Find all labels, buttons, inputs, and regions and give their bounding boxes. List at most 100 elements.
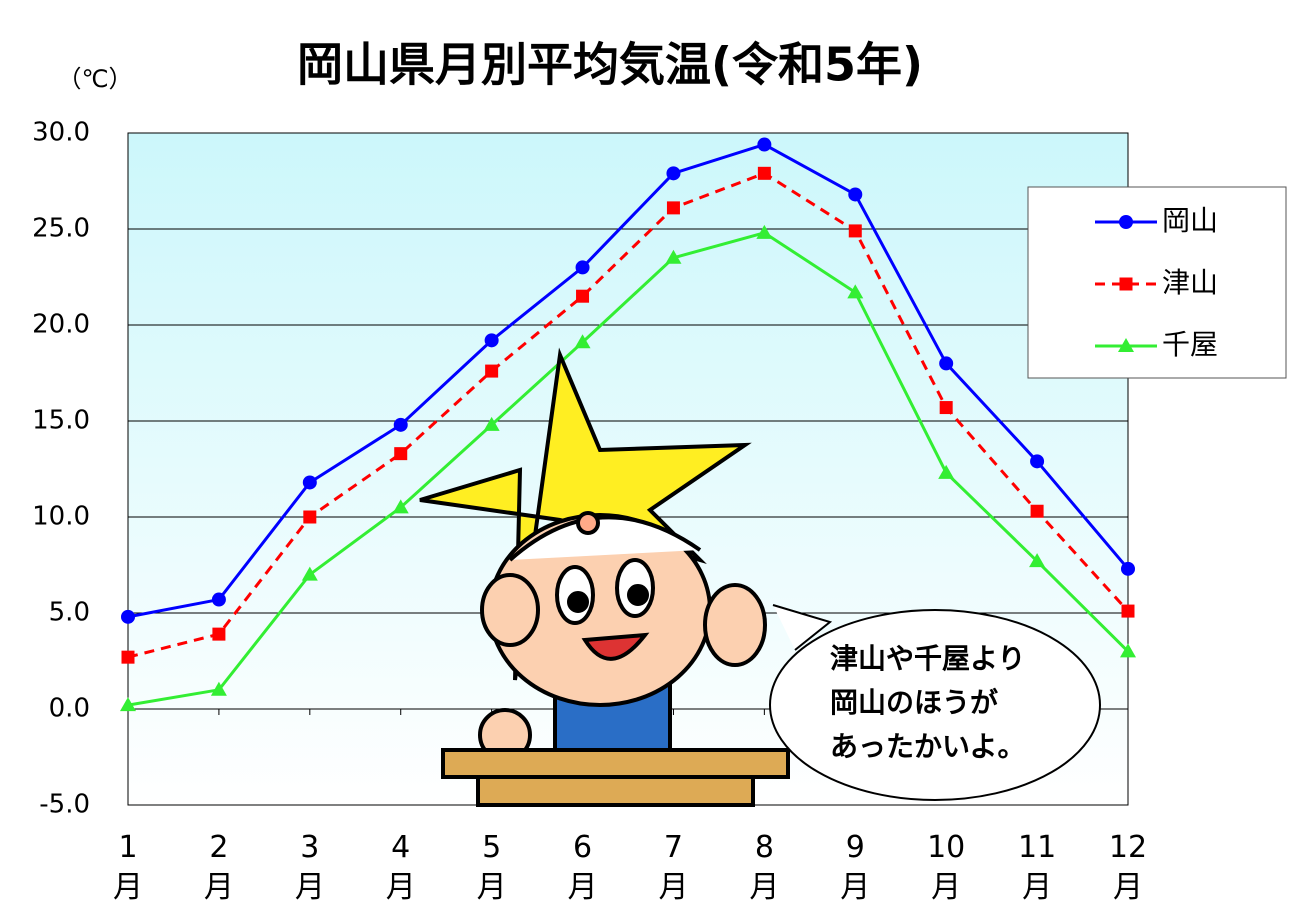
series — [120, 137, 1136, 712]
marker — [757, 137, 772, 152]
marker — [1030, 504, 1044, 518]
x-tick-label: 11 月 — [1018, 830, 1056, 905]
marker — [665, 249, 682, 264]
y-unit: （℃） — [58, 65, 133, 93]
x-tick-unit: 月 — [749, 870, 779, 905]
marker — [484, 333, 499, 348]
x-tick-number: 4 — [391, 830, 410, 865]
marker — [394, 447, 408, 461]
marker — [121, 650, 135, 664]
marker — [1029, 553, 1046, 568]
marker — [574, 334, 591, 349]
x-tick-number: 8 — [755, 830, 774, 865]
marker — [666, 201, 680, 215]
marker — [756, 224, 773, 239]
marker — [938, 464, 955, 479]
y-tick-label: -5.0 — [39, 790, 90, 820]
x-tick-number: 3 — [300, 830, 319, 865]
marker — [393, 417, 408, 432]
series-line — [127, 142, 1130, 619]
annotation: あったかいよ。 — [830, 730, 1025, 763]
marker — [939, 401, 953, 415]
marker — [302, 475, 317, 490]
x-tick-unit: 月 — [840, 870, 870, 905]
marker — [121, 609, 135, 624]
marker — [1121, 604, 1135, 618]
legend-label: 岡山 — [1162, 204, 1218, 237]
marker — [485, 364, 499, 378]
marker — [301, 566, 318, 581]
y-tick-label: 5.0 — [49, 598, 90, 628]
mascot — [419, 347, 790, 807]
x-tick-label: 12 月 — [1109, 830, 1147, 905]
marker — [483, 416, 500, 431]
marker — [120, 697, 136, 712]
x-tick-label: 10 月 — [927, 830, 965, 905]
x-tick-number: 9 — [846, 830, 865, 865]
y-tick-label: 30.0 — [32, 118, 90, 148]
x-tick-unit: 月 — [1113, 870, 1143, 905]
marker — [212, 627, 226, 641]
marker — [847, 284, 864, 299]
legend-label: 千屋 — [1162, 328, 1218, 361]
marker — [576, 289, 590, 303]
x-tick-number: 7 — [664, 830, 683, 865]
marker — [666, 166, 681, 181]
marker — [1121, 561, 1135, 576]
grid: -5.00.05.010.015.020.025.030.01 月2 月3 月4 月5 月… — [32, 118, 1147, 905]
marker — [1119, 277, 1133, 291]
y-tick-label: 20.0 — [32, 310, 90, 340]
annotation: 岡山のほうが — [830, 686, 998, 719]
annotation: 津山や千屋より — [830, 642, 1025, 675]
marker — [1119, 215, 1133, 229]
x-tick-unit: 月 — [1022, 870, 1052, 905]
x-tick-unit: 月 — [568, 870, 598, 905]
y-tick-label: 15.0 — [32, 406, 90, 436]
x-tick-number: 6 — [573, 830, 592, 865]
x-tick-unit: 月 — [386, 870, 416, 905]
x-tick-unit: 月 — [295, 870, 325, 905]
x-tick-number: 10 — [927, 830, 965, 865]
chart-title: 岡山県月別平均気温(令和5年) — [297, 38, 923, 92]
marker — [210, 681, 227, 696]
x-tick-number: 11 — [1018, 830, 1056, 865]
legend-label: 津山 — [1162, 266, 1218, 299]
speech-bubble — [769, 604, 1101, 801]
x-tick-number: 2 — [209, 830, 228, 865]
x-tick-unit: 月 — [113, 870, 143, 905]
marker — [1030, 454, 1045, 469]
x-tick-number: 12 — [1109, 830, 1147, 865]
marker — [1118, 338, 1134, 352]
y-tick-label: 10.0 — [32, 502, 90, 532]
marker — [757, 166, 771, 180]
marker — [303, 510, 317, 524]
x-tick-number: 5 — [482, 830, 501, 865]
y-tick-label: 0.0 — [49, 694, 90, 724]
y-tick-label: 25.0 — [32, 214, 90, 244]
marker — [575, 260, 590, 275]
x-tick-unit: 月 — [658, 870, 688, 905]
series-line — [127, 171, 1130, 659]
marker — [211, 592, 226, 607]
series-line — [127, 231, 1130, 707]
marker — [939, 356, 954, 371]
x-tick-number: 1 — [118, 830, 137, 865]
x-tick-unit: 月 — [931, 870, 961, 905]
x-tick-unit: 月 — [204, 870, 234, 905]
x-tick-unit: 月 — [477, 870, 507, 905]
marker — [848, 187, 863, 202]
marker — [1120, 643, 1136, 658]
marker — [848, 224, 862, 238]
marker — [392, 499, 409, 514]
